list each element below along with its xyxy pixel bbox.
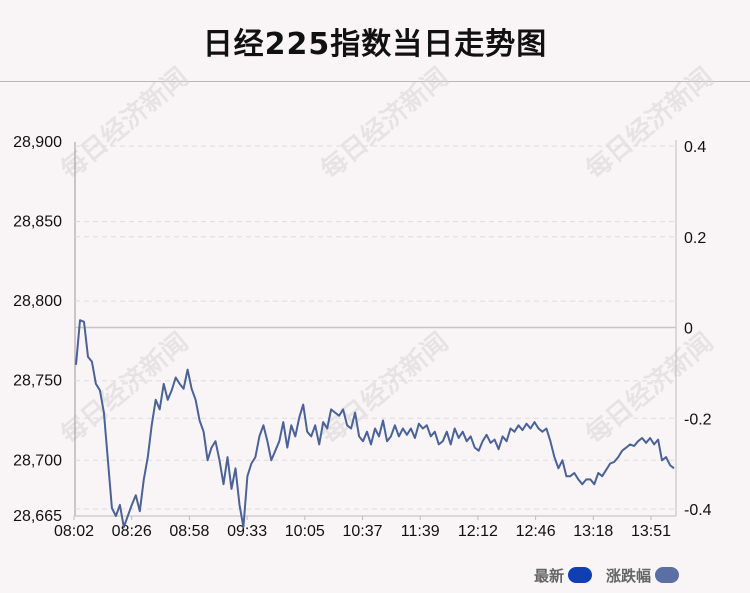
watermark-3: 每日经济新闻	[55, 326, 194, 450]
legend-swatch-latest	[568, 567, 593, 583]
x-tick-label: 10:05	[285, 523, 325, 540]
y-right-tick-label: 0.2	[684, 230, 706, 247]
y-left-tick-label: 28,700	[13, 452, 62, 469]
watermark-1: 每日经济新闻	[315, 61, 454, 185]
y-right-tick-label: -0.2	[684, 411, 712, 428]
y-right-tick-label: 0	[684, 321, 693, 338]
x-tick-label: 12:46	[516, 523, 556, 540]
chart-title: 日经225指数当日走势图	[202, 26, 548, 62]
watermark-2: 每日经济新闻	[580, 61, 719, 185]
y-right-tick-label: -0.4	[684, 502, 712, 519]
x-tick-label: 13:51	[631, 523, 671, 540]
watermark-5: 每日经济新闻	[580, 326, 719, 450]
x-tick-label: 10:37	[342, 523, 382, 540]
legend-label-latest: 最新	[534, 566, 565, 585]
x-tick-label: 11:39	[401, 523, 440, 540]
title-bar: 日经225指数当日走势图	[0, 0, 750, 82]
legend-item-change[interactable]: 涨跌幅	[606, 565, 680, 586]
x-tick-label: 13:18	[573, 523, 613, 540]
legend-label-change: 涨跌幅	[606, 566, 652, 585]
y-left-tick-label: 28,850	[13, 214, 62, 231]
y-right-tick-label: 0.4	[684, 139, 706, 156]
legend-swatch-change	[655, 567, 680, 583]
x-tick-label: 08:02	[54, 523, 94, 540]
x-tick-label: 12:12	[458, 523, 498, 540]
x-tick-label: 09:33	[227, 523, 267, 540]
legend-item-latest[interactable]: 最新	[534, 565, 593, 586]
y-left-tick-label: 28,900	[13, 134, 62, 151]
legend: 最新 涨跌幅	[534, 564, 693, 586]
x-tick-label: 08:26	[112, 523, 152, 540]
y-left-tick-label: 28,750	[13, 373, 62, 390]
index-price-line	[75, 319, 675, 529]
y-left-tick-label: 28,800	[13, 293, 62, 310]
watermark-0: 每日经济新闻	[55, 61, 194, 185]
x-tick-label: 08:58	[169, 523, 209, 540]
y-left-tick-label: 28,665	[13, 508, 62, 525]
